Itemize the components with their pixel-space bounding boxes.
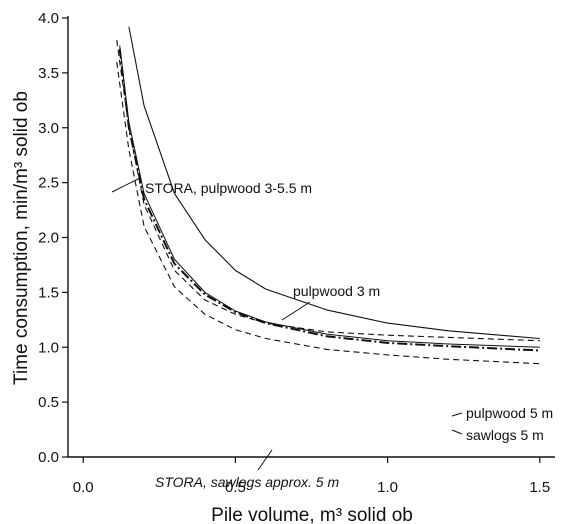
axes bbox=[67, 16, 555, 458]
y-tick-label: 0.0 bbox=[38, 449, 59, 466]
annotation-label: sawlogs 5 m bbox=[466, 427, 544, 443]
series-line-1 bbox=[128, 26, 540, 340]
annotation-leader bbox=[451, 429, 463, 435]
y-tick-label: 1.0 bbox=[38, 339, 59, 356]
y-tick-label: 2.5 bbox=[38, 175, 59, 192]
annotation-label: STORA, pulpwood 3-5.5 m bbox=[145, 180, 312, 196]
x-axis-title: Pile volume, m³ solid ob bbox=[211, 505, 413, 524]
annotation-label: pulpwood 5 m bbox=[466, 405, 553, 421]
y-axis-title: Time consumption, min/m³ solid ob bbox=[11, 91, 32, 385]
y-tick-label: 4.0 bbox=[38, 10, 59, 27]
annotation-leader bbox=[111, 177, 141, 193]
annotations: STORA, pulpwood 3-5.5 m pulpwood 3 m STORA… bbox=[111, 177, 553, 490]
series-line-4 bbox=[119, 45, 540, 348]
x-tick-label: 1.0 bbox=[377, 479, 398, 496]
x-tick-label: 0.0 bbox=[73, 479, 94, 496]
annotation-leader bbox=[451, 412, 463, 417]
y-tick-label: 0.5 bbox=[38, 394, 59, 411]
y-tick-label: 3.0 bbox=[38, 120, 59, 137]
y-tick-label: 1.5 bbox=[38, 284, 59, 301]
y-tick-label: 2.0 bbox=[38, 230, 59, 247]
ticks: 0.0 0.5 1.0 1.5 2.0 2.5 3.0 3.5 4.0 0.0 0.5 1.0 1.5 bbox=[38, 10, 550, 496]
annotation-leader bbox=[257, 449, 273, 471]
series-line-3 bbox=[116, 61, 540, 365]
annotation-leader bbox=[281, 301, 311, 321]
x-tick-label: 0.5 bbox=[225, 479, 246, 496]
annotation-label: pulpwood 3 m bbox=[293, 283, 380, 299]
x-tick-label: 1.5 bbox=[529, 479, 550, 496]
y-tick-label: 3.5 bbox=[38, 65, 59, 82]
series-line-5 bbox=[118, 48, 540, 352]
annotation-label: STORA, sawlogs approx. 5 m bbox=[155, 474, 339, 490]
